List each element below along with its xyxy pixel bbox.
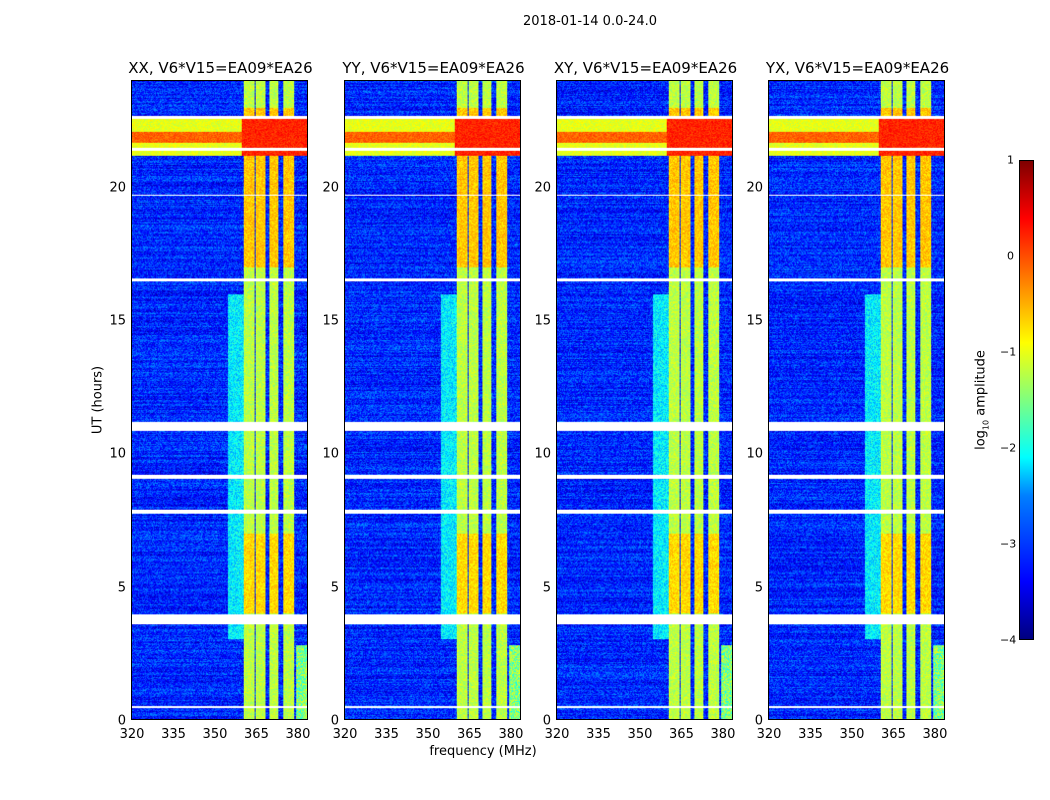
x-tick-label: 335 xyxy=(586,727,611,742)
colorbar-tick-label: −1 xyxy=(1000,345,1017,359)
x-tick-label: 365 xyxy=(244,727,269,742)
colorbar-tick-label: 1 xyxy=(1007,153,1014,167)
y-tick-label: 15 xyxy=(746,313,763,329)
panel-title: XX, V6*V15=EA09*EA26 xyxy=(128,59,313,77)
heatmap-image xyxy=(557,81,732,719)
y-tick-label: 10 xyxy=(109,446,126,462)
x-tick-label: 380 xyxy=(498,727,524,742)
panel-title: YY, V6*V15=EA09*EA26 xyxy=(342,59,525,77)
y-tick-label: 5 xyxy=(117,580,126,596)
y-tick-label: 10 xyxy=(322,446,339,462)
x-tick-label: 365 xyxy=(881,727,906,742)
y-tick-label: 20 xyxy=(534,180,551,196)
x-tick-label: 320 xyxy=(332,727,358,742)
x-tick-label: 350 xyxy=(839,727,865,742)
y-tick-label: 5 xyxy=(542,580,551,596)
y-tick-label: 20 xyxy=(746,180,763,196)
x-tick-label: 335 xyxy=(374,727,399,742)
heatmap-panel-2: YY, V6*V15=EA09*EA26 320 335 350 365 380 0 5 10 1… xyxy=(322,59,524,742)
x-tick-label: 320 xyxy=(119,727,145,742)
y-tick-label: 15 xyxy=(322,313,339,329)
y-tick-label: 0 xyxy=(542,713,551,729)
y-tick-label: 0 xyxy=(330,713,339,729)
x-tick-label: 320 xyxy=(756,727,782,742)
y-tick-label: 15 xyxy=(109,313,126,329)
x-tick-label: 335 xyxy=(798,727,823,742)
colorbar-tick-label: −3 xyxy=(1000,537,1017,551)
y-tick-label: 20 xyxy=(322,180,339,196)
x-tick-label: 350 xyxy=(415,727,441,742)
x-tick-label: 380 xyxy=(710,727,736,742)
colorbar-label: log10 amplitude xyxy=(973,350,991,450)
heatmap-panel-1: XX, V6*V15=EA09*EA26 320 335 350 365 380 0 5 10 1… xyxy=(109,59,312,742)
y-tick-label: 10 xyxy=(534,446,551,462)
y-tick-label: 15 xyxy=(534,313,551,329)
x-tick-label: 380 xyxy=(922,727,948,742)
heatmap-image xyxy=(769,81,944,719)
y-axis-label: UT (hours) xyxy=(90,365,106,435)
y-tick-label: 10 xyxy=(746,446,763,462)
panel-title: YX, V6*V15=EA09*EA26 xyxy=(765,59,950,77)
x-tick-label: 335 xyxy=(161,727,186,742)
heatmap-panel-3: XY, V6*V15=EA09*EA26 320 335 350 365 380 0 5 10 1… xyxy=(534,59,737,742)
y-tick-label: 5 xyxy=(330,580,339,596)
x-tick-label: 365 xyxy=(457,727,482,742)
y-tick-label: 0 xyxy=(754,713,763,729)
figure-title: 2018-01-14 0.0-24.0 xyxy=(523,14,657,29)
panel-title: XY, V6*V15=EA09*EA26 xyxy=(553,59,738,77)
x-tick-label: 320 xyxy=(544,727,570,742)
heatmap-image xyxy=(132,81,307,719)
colorbar xyxy=(1019,160,1034,640)
y-tick-label: 20 xyxy=(109,180,126,196)
x-axis-label: frequency (MHz) xyxy=(429,744,537,759)
x-tick-label: 350 xyxy=(627,727,653,742)
x-tick-label: 380 xyxy=(285,727,311,742)
colorbar-tick-label: −2 xyxy=(1000,441,1017,455)
colorbar-tick-label: −4 xyxy=(1000,633,1017,647)
x-tick-label: 365 xyxy=(669,727,694,742)
y-tick-label: 0 xyxy=(117,713,126,729)
heatmap-panel-4: YX, V6*V15=EA09*EA26 320 335 350 365 380 0 5 10 1… xyxy=(746,59,949,742)
colorbar-tick-label: 0 xyxy=(1007,249,1014,263)
x-tick-label: 350 xyxy=(202,727,228,742)
heatmap-image xyxy=(345,81,520,719)
y-tick-label: 5 xyxy=(754,580,763,596)
